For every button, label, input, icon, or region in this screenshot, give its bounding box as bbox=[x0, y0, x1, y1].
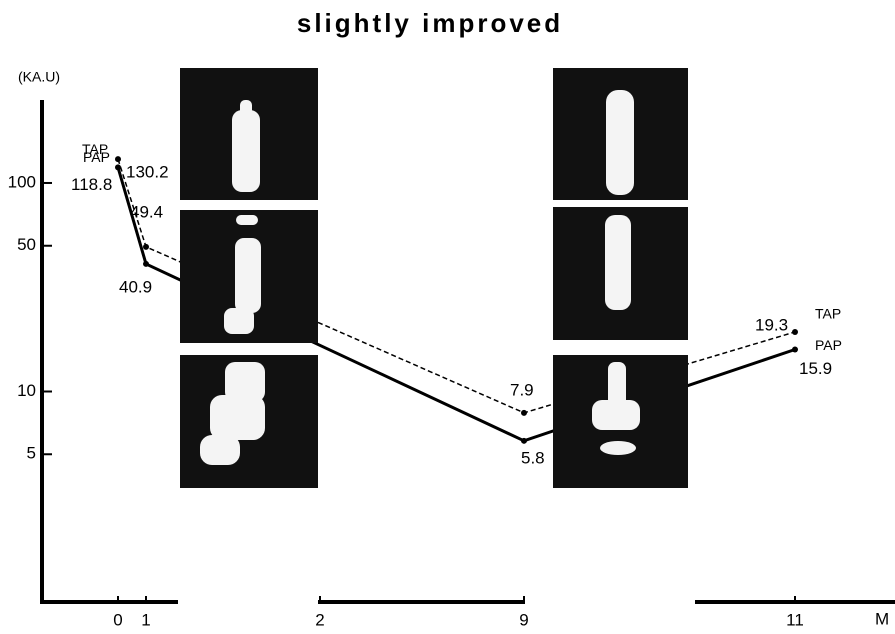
series-name-label: PAP bbox=[815, 337, 842, 353]
scan-blob bbox=[200, 435, 240, 465]
data-label: 118.8 bbox=[71, 175, 112, 194]
data-point bbox=[143, 244, 149, 250]
data-label: 40.9 bbox=[119, 277, 152, 296]
scan-blob bbox=[210, 395, 265, 440]
scan-blob bbox=[605, 215, 631, 310]
series-name-label: TAP bbox=[815, 306, 841, 322]
data-point bbox=[115, 164, 121, 170]
data-label: 49.4 bbox=[130, 202, 163, 221]
scan-blob bbox=[232, 110, 260, 192]
data-label: 15.9 bbox=[799, 359, 832, 378]
scan-blob bbox=[600, 441, 636, 455]
x-tick-label: 11 bbox=[786, 610, 804, 629]
x-tick-label: 9 bbox=[519, 610, 528, 629]
scan-blob bbox=[606, 90, 634, 195]
scan-images bbox=[180, 68, 688, 488]
scan-blob bbox=[224, 308, 254, 334]
data-label: 5.8 bbox=[521, 448, 545, 467]
x-tick-label: 1 bbox=[141, 610, 150, 629]
data-point bbox=[521, 438, 527, 444]
y-tick-label: 5 bbox=[27, 444, 36, 463]
y-tick-label: 100 bbox=[8, 172, 36, 191]
scan-blob bbox=[592, 400, 640, 430]
data-label: 19.3 bbox=[755, 315, 788, 334]
data-point bbox=[115, 156, 121, 162]
data-point bbox=[792, 346, 798, 352]
data-point bbox=[521, 410, 527, 416]
chart-title: slightly improved bbox=[297, 8, 563, 38]
x-tick-label: 2 bbox=[315, 610, 324, 629]
x-tick-label: 0 bbox=[113, 610, 122, 629]
data-point bbox=[792, 329, 798, 335]
x-axis-label: M bbox=[875, 609, 889, 628]
data-point bbox=[143, 261, 149, 267]
scan-blob bbox=[236, 215, 258, 225]
scan-blob bbox=[235, 238, 261, 313]
y-tick-label: 10 bbox=[17, 381, 36, 400]
data-label: 130.2 bbox=[126, 163, 169, 182]
scan-blob bbox=[240, 100, 252, 120]
y-axis-label: (KA.U) bbox=[18, 69, 60, 85]
series-name-label: PAP bbox=[83, 149, 110, 165]
chart: slightly improved (KA.U) M 5 10 50 100 01 2 9 1… bbox=[0, 0, 895, 634]
y-tick-label: 50 bbox=[17, 235, 36, 254]
data-label: 7.9 bbox=[510, 380, 534, 399]
